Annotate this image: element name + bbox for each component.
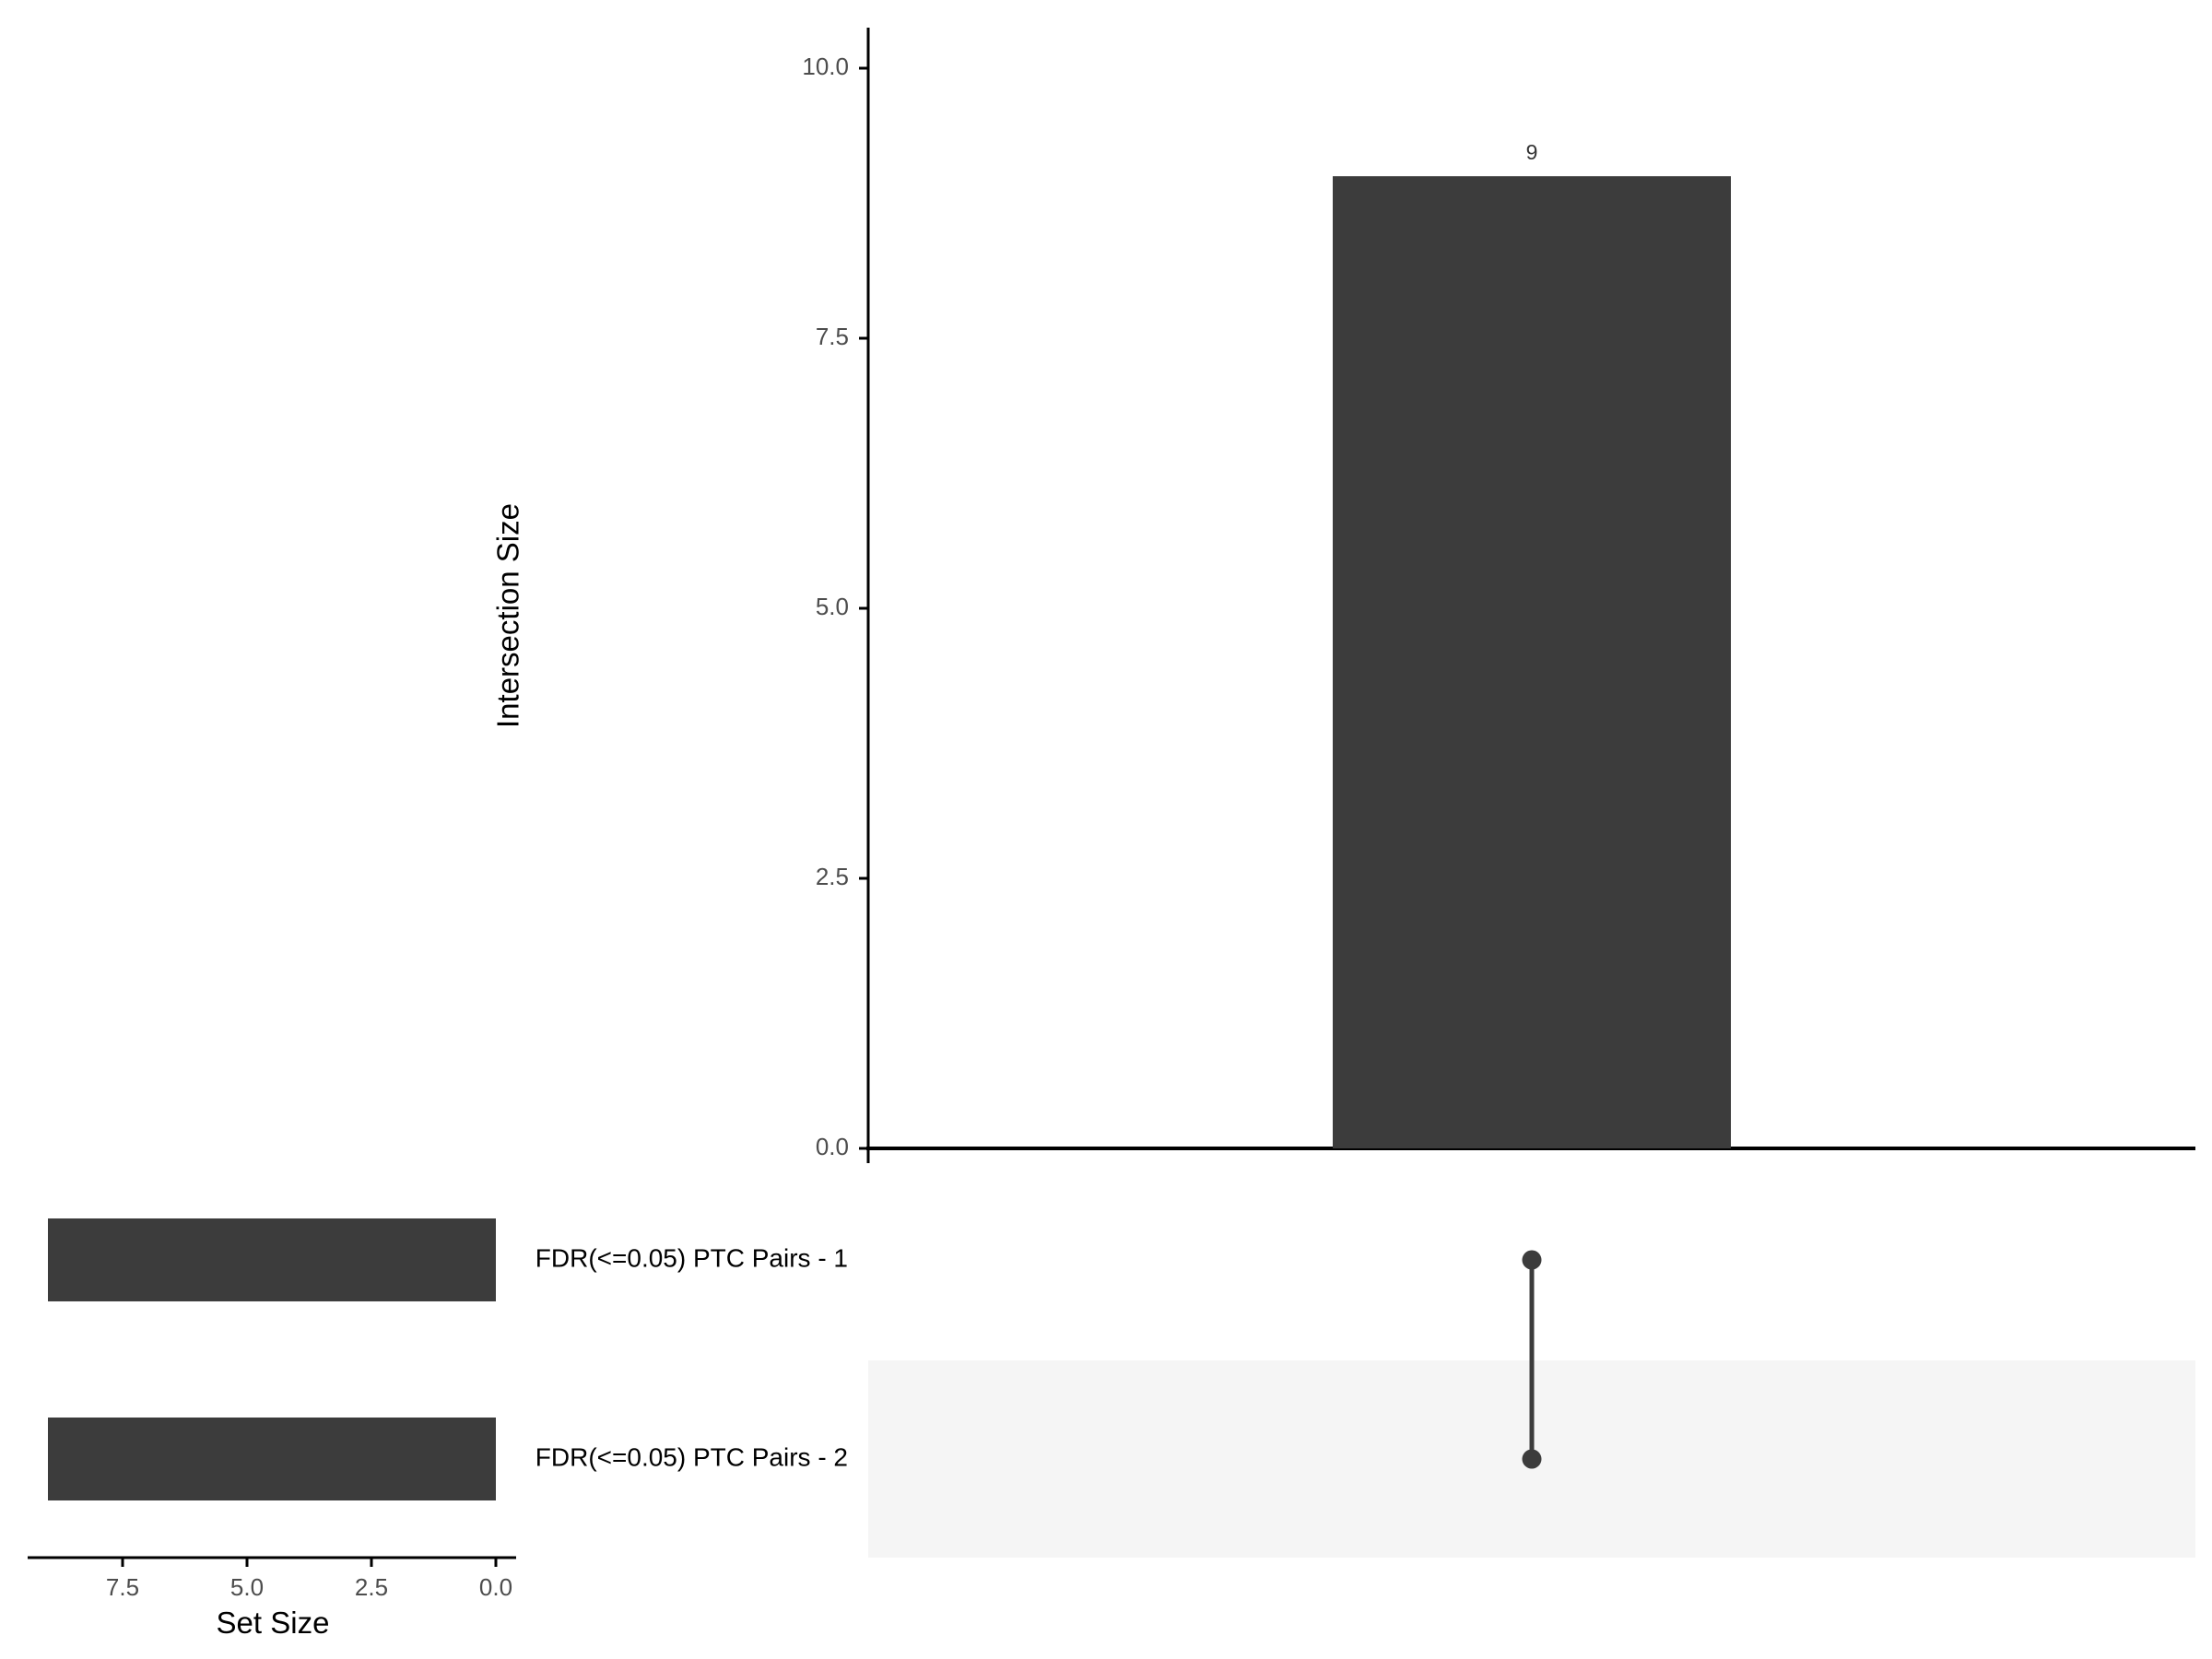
matrix-dot xyxy=(1522,1449,1542,1469)
set-size-x-ticks: 7.5 5.0 2.5 0.0 xyxy=(106,1558,512,1601)
x-tick-label: 0.0 xyxy=(479,1573,512,1601)
set-size-panel: 7.5 5.0 2.5 0.0 Set Size FDR(<=0.05) PTC Pa… xyxy=(28,1218,848,1640)
matrix-dot xyxy=(1522,1250,1542,1270)
x-tick-label: 7.5 xyxy=(106,1573,139,1601)
x-tick-label: 2.5 xyxy=(355,1573,388,1601)
x-tick-label: 5.0 xyxy=(230,1573,264,1601)
intersection-y-ticks: 0.0 2.5 5.0 7.5 10.0 xyxy=(802,53,868,1160)
intersection-bars: 9 xyxy=(1333,140,1731,1149)
set-name-label: FDR(<=0.05) PTC Pairs - 2 xyxy=(535,1442,848,1471)
set-size-bar xyxy=(48,1418,496,1500)
y-tick-label: 10.0 xyxy=(802,53,849,80)
set-size-bar xyxy=(48,1218,496,1301)
intersection-bar-label: 9 xyxy=(1526,140,1538,164)
matrix-dots xyxy=(1522,1250,1542,1469)
intersection-axis-title: Intersection Size xyxy=(491,503,525,728)
set-name-labels: FDR(<=0.05) PTC Pairs - 1 FDR(<=0.05) PTC… xyxy=(535,1243,848,1471)
intersection-size-panel: Intersection Size 0.0 2.5 5.0 7.5 10.0 9 xyxy=(491,28,2195,1163)
set-size-axis-title: Set Size xyxy=(217,1606,330,1640)
y-tick-label: 2.5 xyxy=(816,863,849,890)
y-tick-label: 7.5 xyxy=(816,323,849,350)
set-name-label: FDR(<=0.05) PTC Pairs - 1 xyxy=(535,1243,848,1272)
set-matrix-panel xyxy=(868,1250,2195,1558)
intersection-bar xyxy=(1333,176,1731,1149)
y-tick-label: 0.0 xyxy=(816,1133,849,1160)
set-size-bars xyxy=(48,1218,496,1500)
y-tick-label: 5.0 xyxy=(816,593,849,620)
